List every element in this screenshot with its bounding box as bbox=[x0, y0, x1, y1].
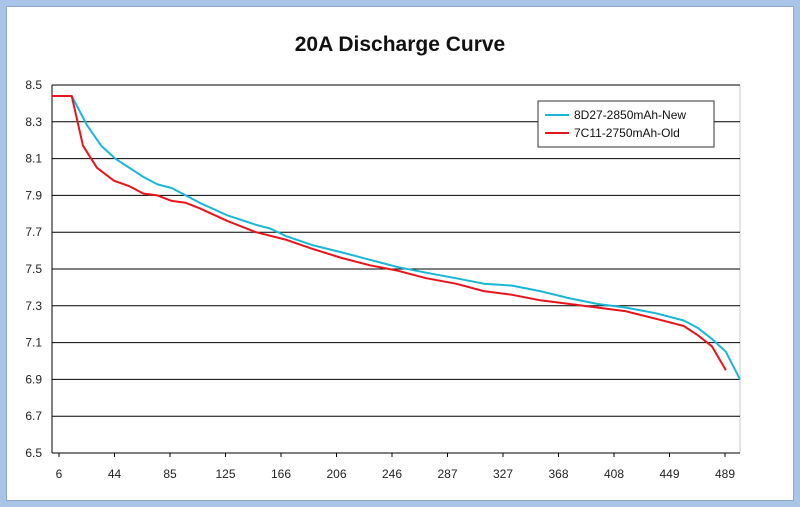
x-tick-label: 125 bbox=[215, 467, 235, 481]
x-tick-label: 327 bbox=[493, 467, 513, 481]
y-tick-label: 6.9 bbox=[25, 372, 42, 386]
y-tick-label: 7.1 bbox=[25, 336, 42, 350]
series-line-2 bbox=[52, 95, 727, 371]
x-tick-label: 44 bbox=[108, 467, 122, 481]
x-tick-label: 408 bbox=[604, 467, 624, 481]
y-tick-label: 7.9 bbox=[25, 188, 42, 202]
x-tick-label: 449 bbox=[659, 467, 679, 481]
y-tick-label: 6.7 bbox=[25, 409, 42, 423]
series-line-1 bbox=[52, 95, 741, 380]
y-tick-label: 7.7 bbox=[25, 225, 42, 239]
x-tick-label: 6 bbox=[56, 467, 63, 481]
y-tick-label: 8.5 bbox=[25, 78, 42, 92]
y-tick-label: 8.3 bbox=[25, 115, 42, 129]
y-tick-label: 8.1 bbox=[25, 152, 42, 166]
x-tick-label: 287 bbox=[437, 467, 457, 481]
x-tick-label: 246 bbox=[382, 467, 402, 481]
chart-title: 20A Discharge Curve bbox=[294, 33, 506, 56]
legend-label: 7C11-2750mAh-Old bbox=[574, 126, 680, 140]
x-tick-label: 368 bbox=[548, 467, 568, 481]
legend-label: 8D27-2850mAh-New bbox=[574, 108, 686, 122]
x-tick-label: 206 bbox=[326, 467, 346, 481]
y-tick-label: 7.5 bbox=[25, 262, 42, 276]
x-tick-label: 489 bbox=[715, 467, 735, 481]
y-tick-label: 7.3 bbox=[25, 299, 42, 313]
chart-frame: 20A Discharge Curve 6.5 6.7 6.9 7.1 7.3 7.5 7.… bbox=[7, 7, 793, 500]
y-tick-label: 6.5 bbox=[25, 446, 42, 460]
legend-box bbox=[537, 100, 715, 148]
chart-canvas: 6.5 6.7 6.9 7.1 7.3 7.5 7.7 7.9 8.1 8.3 8.5 6 44 85 12… bbox=[25, 78, 741, 481]
x-tick-label: 85 bbox=[163, 467, 177, 481]
x-tick-label: 166 bbox=[271, 467, 291, 481]
